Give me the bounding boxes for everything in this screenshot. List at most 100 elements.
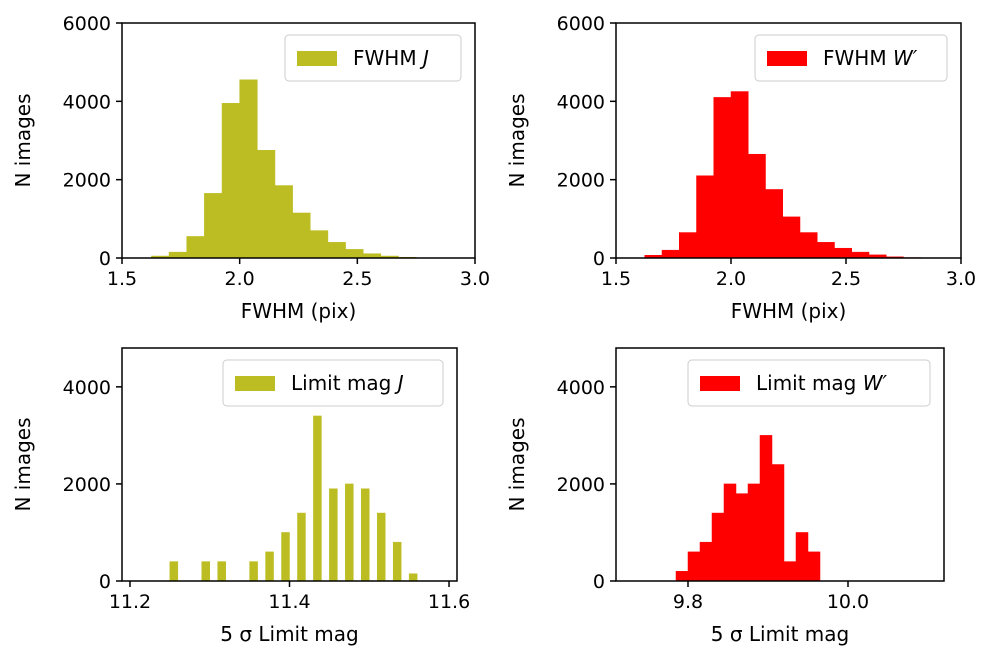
y-tick-label: 4000 (557, 91, 605, 113)
histogram-bar (723, 483, 737, 582)
histogram-bar (168, 251, 187, 259)
histogram-bar (687, 551, 701, 582)
x-axis-label: FWHM (pix) (241, 299, 357, 323)
histogram-bar (310, 230, 329, 259)
histogram-bar (759, 435, 773, 582)
x-tick-label: 2.5 (831, 268, 861, 290)
x-tick-label: 2.5 (342, 268, 372, 290)
y-axis-label: N images (11, 93, 35, 187)
x-tick-label: 1.5 (107, 268, 137, 290)
legend: FWHM J (284, 34, 462, 82)
histogram-bar (711, 512, 725, 582)
legend-frame (222, 359, 444, 407)
histogram-bar (782, 216, 801, 259)
legend: Limit mag J (222, 359, 444, 407)
y-axis-label: N images (505, 417, 529, 511)
histogram-bar (257, 150, 276, 259)
histogram-bar (713, 97, 732, 259)
y-tick-label: 6000 (557, 13, 605, 35)
histogram-bar (696, 175, 714, 259)
histogram-bar (807, 551, 821, 582)
x-tick-label: 10.0 (827, 591, 869, 613)
histogram-bar (735, 493, 749, 582)
legend: FWHM W′ (754, 34, 948, 82)
x-tick-label: 11.6 (428, 591, 470, 613)
legend-swatch (767, 51, 807, 66)
y-tick-label: 4000 (63, 377, 111, 399)
histogram-bar (408, 573, 418, 582)
histogram-bar (748, 153, 766, 259)
legend-swatch (297, 51, 337, 66)
histogram-bar (834, 247, 852, 259)
histogram-bar (239, 79, 258, 259)
x-tick-label: 9.8 (673, 591, 703, 613)
legend-label: Limit mag J (291, 371, 404, 395)
histogram-bar (345, 249, 364, 259)
x-axis-label: 5 σ Limit mag (220, 622, 359, 646)
y-tick-label: 0 (593, 248, 605, 270)
histogram-bar (765, 189, 783, 259)
legend: Limit mag W′ (687, 359, 931, 407)
histogram-bar (281, 532, 290, 582)
histogram-bar (345, 483, 354, 582)
histogram-bar (799, 232, 818, 259)
y-tick-label: 4000 (63, 91, 111, 113)
plot-frame (615, 347, 945, 582)
plot-frame (121, 22, 476, 259)
histogram-bar (392, 541, 402, 582)
histogram-bar (817, 242, 835, 259)
limit-j-panel: 11.2 11.4 11.6 0 2000 4000 5 σ Limit mag N imag… (11, 347, 470, 646)
histogram-bar (661, 249, 680, 259)
x-tick-label: 11.2 (109, 591, 151, 613)
y-tick-label: 2000 (63, 474, 111, 496)
y-axis-label: N images (11, 417, 35, 511)
legend-label: FWHM J (353, 46, 429, 70)
histogram-bar (186, 236, 205, 259)
x-tick-label: 1.5 (601, 268, 631, 290)
y-tick-label: 2000 (63, 170, 111, 192)
legend-label: Limit mag W′ (756, 371, 888, 395)
legend-frame (284, 34, 462, 82)
legend-swatch (700, 376, 740, 391)
histogram-bar (747, 483, 761, 582)
histogram-bar (274, 185, 293, 259)
histogram-bar (249, 561, 258, 582)
histogram-bar (361, 488, 370, 582)
legend-frame (754, 34, 948, 82)
y-axis-label: N images (505, 93, 529, 187)
y-tick-label: 2000 (557, 474, 605, 496)
histogram-bar (169, 561, 179, 582)
histogram-bar (376, 512, 386, 582)
histogram-bar (675, 571, 689, 582)
histogram-bar (699, 541, 713, 582)
histogram-bar (221, 103, 240, 259)
x-tick-label: 2.0 (225, 268, 255, 290)
histogram-bar (783, 561, 797, 582)
histogram-bar (795, 532, 809, 582)
legend-frame (687, 359, 931, 407)
x-tick-label: 11.4 (268, 591, 310, 613)
y-tick-label: 2000 (557, 170, 605, 192)
histogram-bar (679, 232, 697, 259)
y-tick-label: 0 (99, 571, 111, 593)
legend-label: FWHM W′ (823, 46, 918, 70)
x-axis-label: FWHM (pix) (731, 299, 847, 323)
fwhm-j-panel: 1.5 2.0 2.5 3.0 0 2000 4000 6000 FWHM (pix) N ima… (11, 13, 490, 323)
histogram-bar (851, 251, 870, 259)
plot-frame (615, 22, 962, 259)
y-tick-label: 4000 (557, 377, 605, 399)
histogram-bar (329, 488, 338, 582)
x-axis-label: 5 σ Limit mag (711, 622, 850, 646)
legend-swatch (235, 376, 275, 391)
histogram-bar (204, 193, 223, 259)
histogram-bar (327, 242, 346, 259)
histogram-bar (313, 415, 322, 582)
x-tick-label: 2.0 (716, 268, 746, 290)
x-tick-label: 3.0 (946, 268, 976, 290)
histogram-bar (217, 561, 226, 582)
y-tick-label: 0 (593, 571, 605, 593)
histogram-bar (265, 551, 274, 582)
x-tick-label: 3.0 (460, 268, 490, 290)
histogram-bar (771, 464, 785, 582)
